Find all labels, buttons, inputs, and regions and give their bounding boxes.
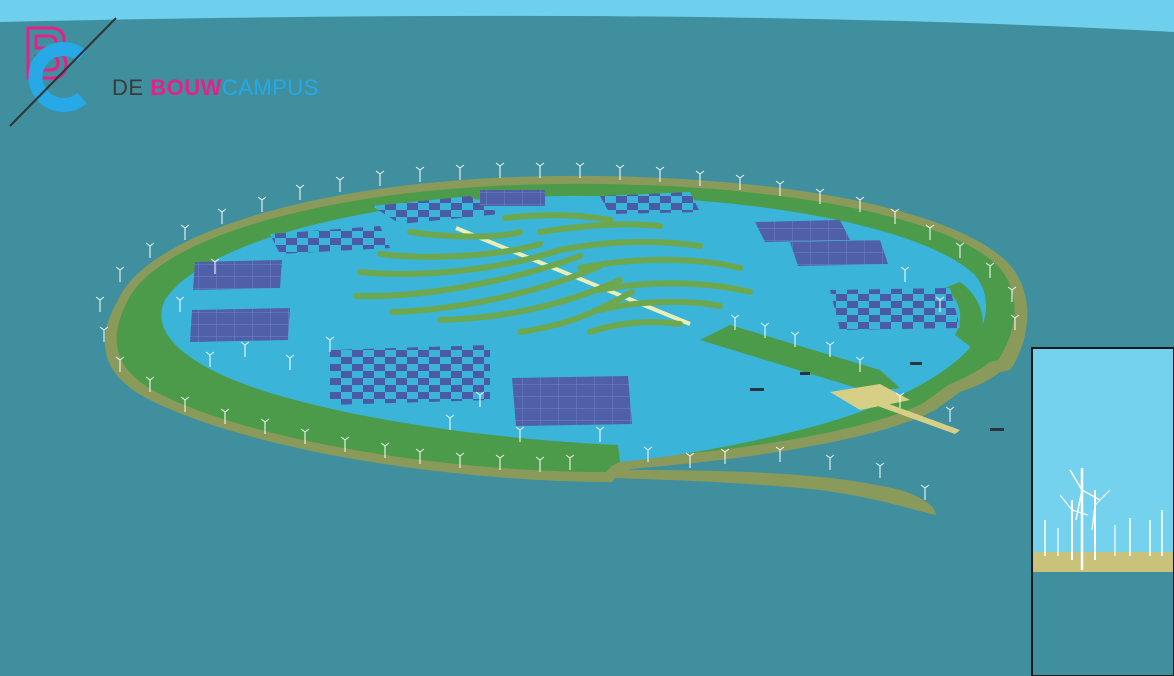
logo-c-letter (28, 42, 87, 112)
south-arm (700, 325, 900, 392)
logo-mark (9, 17, 117, 127)
logo-slash (9, 17, 117, 127)
finger-islands (353, 212, 753, 335)
harbour-pier (830, 384, 910, 410)
inset-sky (1032, 348, 1174, 568)
island (95, 162, 1028, 515)
logo-wordmark: DE BOUWCAMPUS (112, 76, 319, 100)
inset-ground (1032, 552, 1174, 574)
logo-word-campus: CAMPUS (221, 75, 319, 100)
breakwater (612, 470, 936, 515)
wind-turbine-icon (1044, 468, 1163, 570)
solar-panel-field (190, 190, 960, 426)
jetty (872, 400, 960, 434)
inset-sea (1032, 572, 1174, 676)
inner-shore-right (945, 282, 983, 348)
ship-icon (750, 362, 1004, 431)
logo-word-bouw: BOUW (150, 75, 222, 100)
logo-word-de: DE (112, 75, 151, 100)
inset-view (1031, 347, 1174, 676)
horizon-sky (0, 0, 1174, 32)
